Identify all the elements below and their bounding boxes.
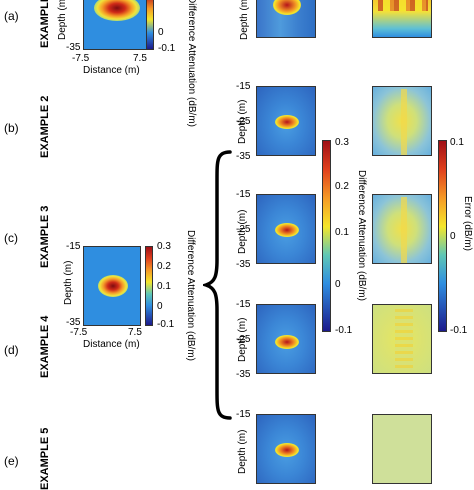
inverted-b-ytick-mid: -25 (236, 116, 251, 127)
true-model-c-xtick-right: 7.5 (128, 327, 142, 338)
true-model-a-cbar-tick-0: 0 (158, 27, 164, 38)
error-d-panel (372, 304, 432, 374)
error-cbar-label: Error (dB/m) (462, 196, 473, 251)
true-model-a-xlabel: Distance (m) (83, 65, 140, 76)
row-label-e: (e) (4, 454, 19, 468)
row-label-b: (b) (4, 121, 19, 135)
true-model-a-cbar-label: Difference Attenuation (dB/m) (186, 0, 197, 127)
inverted-d-panel (256, 304, 316, 374)
inverted-e-ylabel: Depth (m) (237, 429, 248, 474)
inverted-b-ytick-bottom: -35 (236, 151, 251, 162)
true-model-a-xtick-right: 7.5 (133, 53, 147, 64)
inverted-colorbar (322, 140, 331, 332)
true-model-a-ytick: -35 (66, 42, 81, 53)
example-1-label: EXAMPLE 1 (39, 0, 51, 48)
example-3-label: EXAMPLE 3 (39, 205, 51, 268)
true-model-c-xlabel: Distance (m) (83, 339, 140, 350)
inverted-d-anomaly (275, 335, 299, 349)
example-2-label: EXAMPLE 2 (39, 95, 51, 158)
true-model-a-anomaly (94, 0, 140, 21)
inverted-c-ytick-top: -15 (236, 189, 251, 200)
inverted-c-ylabel: Depth (m) (237, 209, 248, 254)
inverted-c-panel (256, 194, 316, 264)
inverted-a-panel (256, 0, 316, 38)
grouping-brace (203, 150, 232, 420)
error-b-panel (372, 86, 432, 156)
inverted-b-anomaly (275, 115, 299, 129)
true-model-a-colorbar (146, 0, 154, 50)
row-label-a: (a) (4, 9, 19, 23)
inverted-c-ytick-mid: -25 (236, 224, 251, 235)
true-model-a-ylabel: Depth (m) (57, 0, 68, 40)
error-colorbar (438, 140, 447, 332)
inverted-cbar-tick-0: 0.3 (335, 137, 349, 148)
inverted-a-ylabel: Depth (m) (239, 0, 250, 40)
error-a-panel (372, 0, 432, 38)
example-5-label: EXAMPLE 5 (39, 427, 51, 490)
true-model-c-ylabel: Depth (m) (63, 260, 74, 305)
true-model-c-colorbar (145, 246, 153, 326)
true-model-c-xtick-left: -7.5 (70, 327, 88, 338)
inverted-d-ytick-bottom: -35 (236, 369, 251, 380)
inverted-b-ylabel: Depth (m) (237, 99, 248, 144)
true-model-c-ytick-bottom: -35 (66, 317, 81, 328)
inverted-c-ytick-bottom: -35 (236, 259, 251, 270)
example-4-label: EXAMPLE 4 (39, 315, 51, 378)
true-model-c-cbar-tick-1: 0.2 (157, 261, 171, 272)
row-label-c: (c) (4, 231, 18, 245)
true-model-a-cbar-tick-neg: -0.1 (158, 43, 176, 54)
inverted-d-ylabel: Depth (m) (237, 317, 248, 362)
error-cbar-tick-1: 0 (450, 231, 456, 242)
inverted-cbar-tick-4: -0.1 (335, 325, 353, 336)
inverted-e-ytick-top: -15 (236, 409, 251, 420)
error-c-panel (372, 194, 432, 264)
inverted-cbar-label: Difference Attenuation (dB/m) (356, 170, 367, 301)
inverted-b-ytick-top: -15 (236, 81, 251, 92)
true-model-c-ytick-top: -15 (66, 241, 81, 252)
inverted-cbar-tick-3: 0 (335, 279, 341, 290)
inverted-cbar-tick-2: 0.1 (335, 227, 349, 238)
true-model-c-cbar-tick-0: 0.3 (157, 241, 171, 252)
inverted-c-anomaly (275, 223, 299, 237)
inverted-e-anomaly (275, 443, 299, 457)
inverted-b-panel (256, 86, 316, 156)
error-cbar-tick-0: 0.1 (450, 137, 464, 148)
error-cbar-tick-2: -0.1 (450, 325, 468, 336)
inverted-cbar-tick-1: 0.2 (335, 181, 349, 192)
true-model-a-panel (83, 0, 149, 50)
true-model-c-panel (83, 246, 141, 326)
inverted-d-ytick-top: -15 (236, 299, 251, 310)
brace-path (203, 150, 232, 420)
true-model-c-anomaly (98, 275, 128, 297)
true-model-c-cbar-tick-4: -0.1 (157, 319, 175, 330)
true-model-a-xtick-left: -7.5 (72, 53, 90, 64)
true-model-c-cbar-tick-2: 0.1 (157, 281, 171, 292)
inverted-d-ytick-mid: -25 (236, 334, 251, 345)
true-model-c-cbar-label: Difference Attenuation (dB/m) (185, 230, 196, 361)
true-model-c-cbar-tick-3: 0 (157, 301, 163, 312)
row-label-d: (d) (4, 343, 19, 357)
